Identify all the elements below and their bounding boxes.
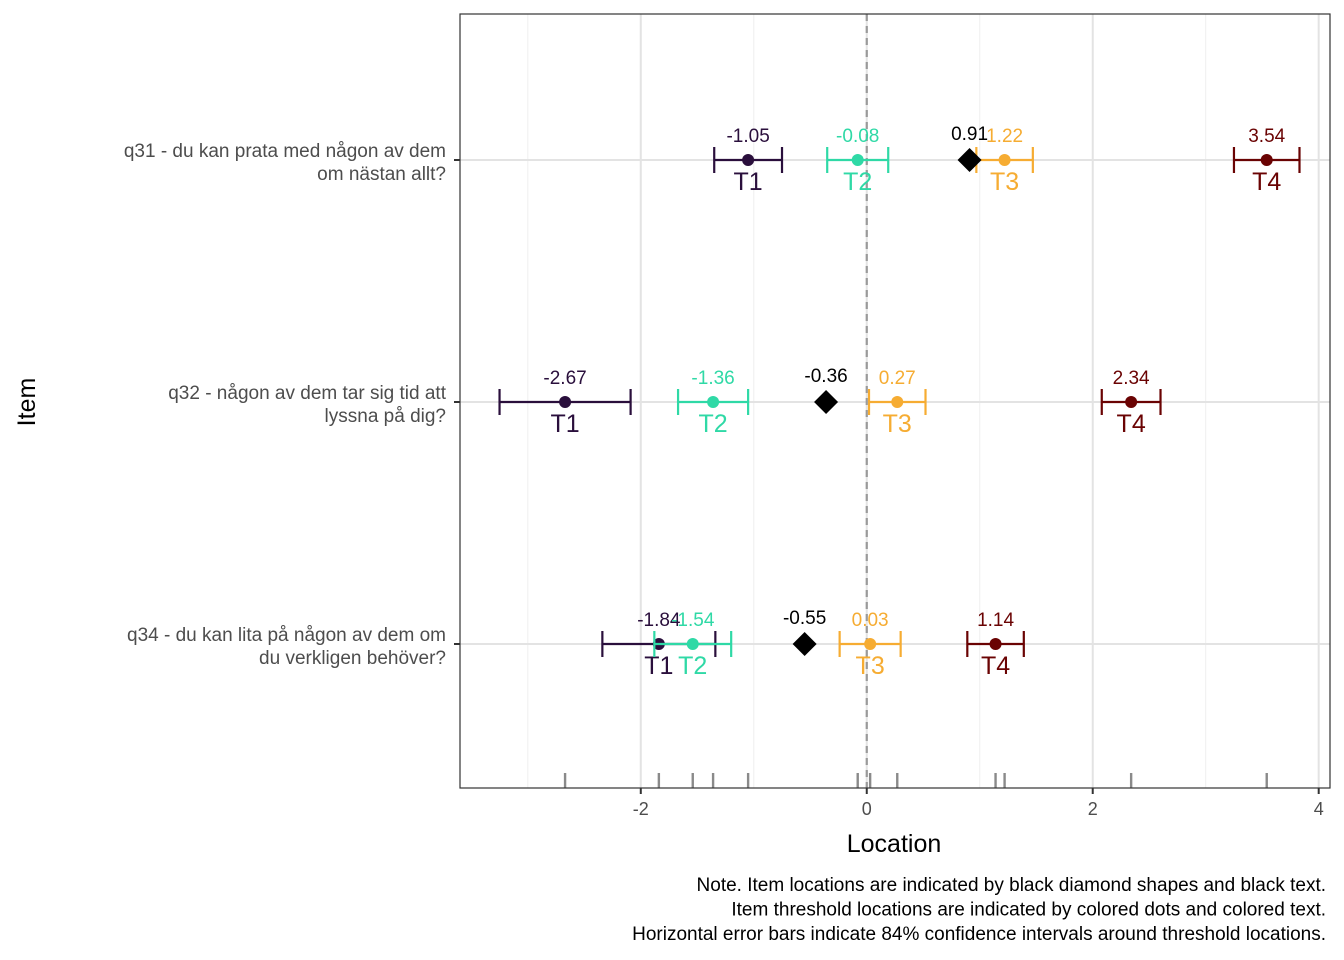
threshold-value-label: -1.36 bbox=[691, 368, 734, 389]
threshold-value-label: 1.14 bbox=[977, 610, 1014, 631]
item-location-diamond bbox=[814, 390, 839, 414]
threshold-t2: -1.54 T2 bbox=[653, 610, 733, 680]
item-location-label: 0.91 bbox=[951, 124, 988, 145]
threshold-t3: 0.03 T3 bbox=[838, 610, 902, 680]
y-axis-tick-label: q34 - du kan lita på någon av dem om du v… bbox=[127, 625, 446, 669]
threshold-t3: 1.22 T3 bbox=[975, 126, 1034, 196]
data-marks: -1.05T1-0.08T21.22T33.54T40.91-2.67T1-1.… bbox=[498, 124, 1301, 680]
y-axis-tick-label: q31 - du kan prata med någon av dem om nä… bbox=[124, 141, 446, 185]
y-axis-title: Item bbox=[13, 378, 41, 427]
threshold-point bbox=[686, 638, 699, 650]
threshold-name-label: T1 bbox=[644, 652, 673, 680]
threshold-name-label: T4 bbox=[1117, 410, 1146, 438]
threshold-value-label: 0.27 bbox=[879, 368, 916, 389]
note-line-3: Horizontal error bars indicate 84% confi… bbox=[632, 924, 1326, 945]
threshold-name-label: T4 bbox=[981, 652, 1010, 680]
threshold-point bbox=[998, 154, 1011, 166]
item-location-diamond bbox=[792, 632, 817, 656]
y-axis-tick-label-line: q32 - någon av dem tar sig tid att bbox=[168, 383, 446, 404]
threshold-point bbox=[1260, 154, 1273, 166]
threshold-point bbox=[864, 638, 877, 650]
threshold-value-label: -1.05 bbox=[726, 126, 769, 147]
threshold-name-label: T2 bbox=[678, 652, 707, 680]
y-axis-tick-label-line: q34 - du kan lita på någon av dem om bbox=[127, 625, 446, 646]
y-axis-tick-label-line: om nästan allt? bbox=[317, 164, 446, 185]
threshold-value-label: -1.84 bbox=[637, 610, 681, 631]
threshold-value-label: 2.34 bbox=[1113, 368, 1150, 389]
threshold-value-label: -2.67 bbox=[543, 368, 586, 389]
note-line-2: Item threshold locations are indicated b… bbox=[731, 900, 1326, 921]
threshold-t4: 2.34 T4 bbox=[1100, 368, 1162, 438]
y-axis-tick-label-line: du verkligen behöver? bbox=[259, 648, 446, 669]
threshold-name-label: T1 bbox=[550, 410, 579, 438]
threshold-point bbox=[559, 396, 572, 408]
threshold-value-label: 3.54 bbox=[1248, 126, 1285, 147]
threshold-name-label: T3 bbox=[883, 410, 912, 438]
rug-ticks bbox=[563, 773, 1268, 788]
threshold-point bbox=[851, 154, 864, 166]
x-axis-title: Location bbox=[847, 830, 942, 858]
threshold-t1: -1.05 T1 bbox=[713, 126, 784, 196]
threshold-value-label: -1.54 bbox=[671, 610, 715, 631]
threshold-value-label: -0.08 bbox=[836, 126, 879, 147]
threshold-name-label: T3 bbox=[990, 168, 1019, 196]
threshold-point bbox=[989, 638, 1002, 650]
chart-note: Note. Item locations are indicated by bl… bbox=[632, 875, 1326, 945]
x-axis-tick-label: 2 bbox=[1088, 799, 1098, 819]
y-axis-tick-label-line: lyssna på dig? bbox=[325, 406, 446, 427]
item-row-1: -1.05 T1 -0.08 T2 1.22 T3 3.54 T4 0.91 bbox=[713, 124, 1301, 196]
threshold-t4: 3.54 T4 bbox=[1232, 126, 1301, 196]
threshold-t2: -1.36 T2 bbox=[676, 368, 750, 438]
note-line-1: Note. Item locations are indicated by bl… bbox=[697, 875, 1326, 896]
y-axis-tick-label-line: q31 - du kan prata med någon av dem bbox=[124, 141, 446, 162]
threshold-t1: -1.84 T1 bbox=[601, 610, 717, 680]
threshold-point bbox=[742, 154, 755, 166]
threshold-point bbox=[891, 396, 904, 408]
item-location-diamond bbox=[957, 148, 982, 172]
x-axis-tick-label: 4 bbox=[1314, 799, 1324, 819]
threshold-name-label: T1 bbox=[734, 168, 763, 196]
x-axis-tick-label: 0 bbox=[862, 799, 872, 819]
item-row-2: -2.67 T1 -1.36 T2 0.27 T3 2.34 T4 -0.36 bbox=[498, 366, 1162, 438]
item-location-label: -0.36 bbox=[804, 366, 847, 387]
item-location-label: -0.55 bbox=[783, 608, 826, 629]
x-axis-tick-label: -2 bbox=[633, 799, 649, 819]
threshold-point bbox=[707, 396, 720, 408]
threshold-point bbox=[1125, 396, 1138, 408]
threshold-value-label: 0.03 bbox=[852, 610, 889, 631]
threshold-t4: 1.14 T4 bbox=[966, 610, 1025, 680]
threshold-name-label: T4 bbox=[1252, 168, 1281, 196]
threshold-t1: -2.67 T1 bbox=[498, 368, 632, 438]
threshold-t3: 0.27 T3 bbox=[867, 368, 927, 438]
threshold-name-label: T2 bbox=[843, 168, 872, 196]
threshold-name-label: T2 bbox=[698, 410, 727, 438]
item-row-3: -1.84 T1 -1.54 T2 0.03 T3 1.14 T4 -0.55 bbox=[601, 608, 1025, 680]
threshold-name-label: T3 bbox=[856, 652, 885, 680]
threshold-value-label: 1.22 bbox=[986, 126, 1023, 147]
y-axis-tick-label: q32 - någon av dem tar sig tid att lyssna… bbox=[168, 383, 446, 427]
axes: q31 - du kan prata med någon av dem om nä… bbox=[124, 141, 1324, 819]
threshold-t2: -0.08 T2 bbox=[826, 126, 890, 196]
